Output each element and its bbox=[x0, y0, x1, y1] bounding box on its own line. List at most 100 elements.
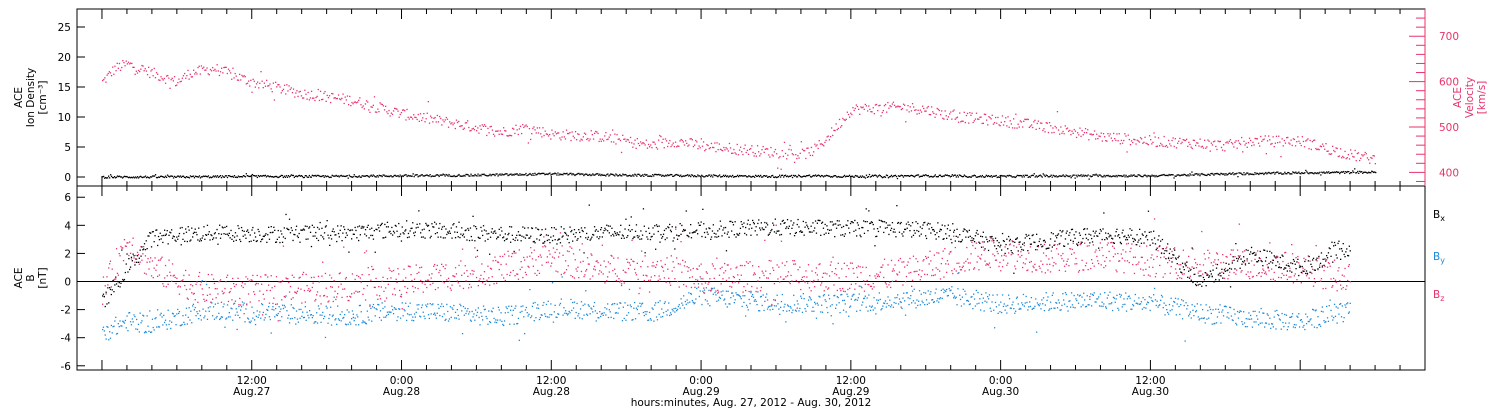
data-point bbox=[346, 296, 348, 298]
data-point bbox=[1184, 174, 1186, 176]
data-point bbox=[970, 176, 972, 178]
x-tick-date-label: Aug.28 bbox=[383, 386, 420, 398]
density-axis-label: ACEIon Density[cm⁻³] bbox=[13, 68, 49, 127]
data-point bbox=[635, 147, 637, 149]
data-point bbox=[164, 82, 167, 84]
data-point bbox=[607, 303, 609, 305]
data-point bbox=[129, 252, 132, 254]
data-point bbox=[477, 307, 479, 309]
data-point bbox=[638, 292, 640, 295]
data-point bbox=[724, 149, 726, 151]
data-point bbox=[524, 333, 526, 335]
data-point bbox=[466, 310, 468, 312]
data-point bbox=[1333, 317, 1335, 319]
data-point bbox=[176, 84, 178, 86]
data-point bbox=[188, 78, 190, 80]
data-point bbox=[665, 140, 668, 142]
data-point bbox=[187, 316, 189, 318]
data-point bbox=[1220, 322, 1222, 324]
data-point bbox=[604, 174, 606, 176]
data-point bbox=[1281, 312, 1283, 315]
data-point bbox=[388, 176, 390, 178]
data-point bbox=[650, 175, 652, 177]
data-point bbox=[677, 174, 679, 176]
data-point bbox=[938, 109, 941, 112]
data-point bbox=[588, 140, 590, 142]
data-point bbox=[995, 116, 997, 119]
data-point bbox=[700, 176, 702, 178]
data-point bbox=[335, 318, 337, 320]
data-point bbox=[328, 95, 331, 97]
data-point bbox=[1317, 148, 1319, 150]
data-point bbox=[102, 328, 104, 331]
data-point bbox=[1371, 157, 1373, 159]
data-point bbox=[130, 176, 133, 178]
x-tick-time-label: 0:00 bbox=[689, 375, 713, 387]
data-point bbox=[461, 125, 463, 127]
data-point bbox=[635, 274, 638, 276]
data-point bbox=[718, 175, 720, 177]
data-point bbox=[473, 313, 475, 315]
data-point bbox=[1270, 173, 1272, 175]
data-point bbox=[375, 176, 377, 178]
data-point bbox=[603, 260, 605, 262]
data-point bbox=[553, 257, 555, 259]
data-point bbox=[1163, 135, 1165, 138]
data-point bbox=[1339, 172, 1341, 175]
data-point bbox=[1121, 142, 1124, 144]
data-point bbox=[1121, 175, 1123, 178]
data-point bbox=[1134, 175, 1136, 177]
data-point bbox=[150, 257, 152, 259]
data-point bbox=[860, 176, 863, 178]
data-point bbox=[773, 176, 775, 178]
data-point bbox=[353, 174, 355, 176]
data-point bbox=[1115, 174, 1117, 177]
data-point bbox=[198, 310, 201, 312]
data-point bbox=[654, 304, 656, 306]
data-point bbox=[1291, 315, 1293, 318]
data-point bbox=[278, 281, 280, 283]
data-point bbox=[1245, 318, 1247, 320]
data-point bbox=[449, 175, 451, 177]
data-point bbox=[1115, 298, 1117, 300]
data-point bbox=[349, 321, 351, 323]
data-point bbox=[1083, 132, 1086, 134]
data-point bbox=[851, 262, 853, 264]
data-point bbox=[271, 308, 273, 311]
data-point bbox=[136, 258, 138, 260]
data-point bbox=[781, 262, 783, 264]
data-point bbox=[947, 175, 949, 177]
data-point bbox=[354, 101, 356, 103]
data-point bbox=[533, 249, 535, 251]
data-point bbox=[658, 139, 660, 141]
density-tick-label: 0 bbox=[64, 172, 71, 184]
data-point bbox=[514, 173, 516, 175]
data-point bbox=[327, 97, 330, 99]
data-point bbox=[767, 148, 769, 150]
data-point bbox=[1174, 301, 1176, 303]
data-point bbox=[1020, 308, 1022, 310]
data-point bbox=[1108, 303, 1110, 305]
data-point bbox=[606, 308, 608, 310]
data-point bbox=[1155, 304, 1157, 307]
data-point bbox=[1279, 319, 1281, 321]
data-point bbox=[804, 150, 806, 152]
data-point bbox=[789, 282, 791, 285]
data-point bbox=[138, 176, 141, 178]
data-point bbox=[891, 103, 893, 105]
data-point bbox=[372, 104, 374, 106]
data-point bbox=[1331, 315, 1333, 317]
data-point bbox=[316, 294, 318, 296]
data-point bbox=[390, 277, 392, 279]
data-point bbox=[442, 173, 444, 175]
data-point bbox=[736, 143, 738, 146]
data-point bbox=[376, 175, 378, 177]
data-point bbox=[666, 314, 668, 316]
data-point bbox=[392, 309, 394, 311]
data-point bbox=[209, 306, 211, 308]
data-point bbox=[981, 174, 983, 177]
data-point bbox=[649, 318, 652, 320]
data-point bbox=[527, 174, 529, 176]
data-point bbox=[1114, 301, 1116, 303]
data-point bbox=[534, 301, 536, 304]
